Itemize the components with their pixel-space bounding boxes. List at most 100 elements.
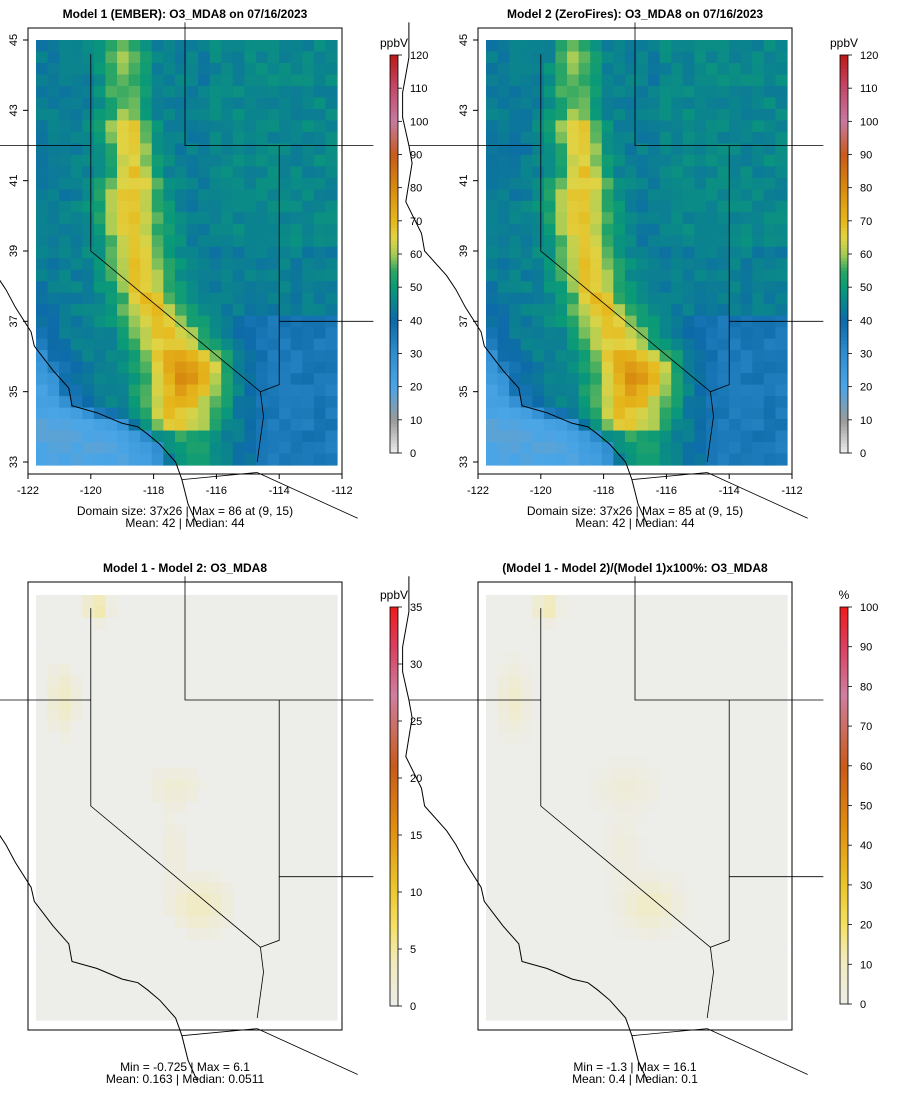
border-or-id — [634, 576, 824, 701]
heatmap-cell — [174, 361, 188, 374]
heatmap-cell — [93, 453, 107, 466]
heatmap-cell — [497, 373, 510, 386]
heatmap-cell — [221, 327, 234, 340]
heatmap-cell — [290, 430, 303, 443]
colorbar-step — [390, 823, 398, 827]
heatmap-cell — [694, 430, 707, 443]
heatmap-cell — [93, 767, 107, 780]
heatmap-cell — [717, 453, 730, 466]
heatmap-cell — [740, 40, 753, 53]
heatmap-cell — [128, 859, 141, 872]
heatmap-cell — [601, 62, 614, 76]
heatmap-cell — [590, 304, 603, 317]
heatmap-cell — [93, 732, 107, 745]
heatmap-cell — [47, 384, 60, 397]
heatmap-cell — [752, 652, 765, 665]
heatmap-cell — [209, 51, 222, 64]
heatmap-cell — [209, 847, 222, 860]
heatmap-cell — [601, 893, 614, 906]
heatmap-cell — [36, 836, 49, 849]
heatmap-cell — [648, 663, 661, 677]
heatmap-cell — [659, 373, 672, 386]
heatmap-cell — [59, 258, 72, 271]
heatmap-cell — [117, 235, 130, 248]
heatmap-cell — [209, 97, 222, 110]
heatmap-cell — [509, 200, 522, 213]
heatmap-cell — [279, 985, 292, 998]
heatmap-cell — [325, 131, 338, 144]
heatmap-cell — [752, 790, 765, 803]
heatmap-cell — [555, 640, 568, 654]
colorbar-step — [840, 58, 848, 63]
heatmap-cell — [555, 893, 568, 906]
heatmap-cell — [520, 629, 533, 642]
heatmap-cell — [163, 85, 176, 99]
heatmap-cell — [313, 974, 327, 987]
heatmap-cell — [105, 361, 118, 374]
heatmap-cell — [729, 767, 742, 780]
heatmap-cell — [636, 315, 649, 328]
heatmap-cell — [302, 246, 315, 259]
heatmap-cell — [93, 847, 107, 860]
heatmap-cell — [290, 744, 303, 757]
heatmap-cell — [775, 85, 788, 99]
heatmap-cell — [151, 790, 164, 803]
heatmap-cell — [174, 755, 188, 768]
heatmap-cell — [36, 396, 49, 409]
heatmap-cell — [232, 847, 245, 860]
heatmap-cell — [302, 223, 315, 236]
heatmap-cell — [740, 292, 753, 305]
heatmap-cell — [682, 177, 695, 190]
heatmap-cell — [705, 698, 719, 711]
heatmap-cell — [740, 200, 753, 213]
heatmap-cell — [555, 801, 568, 814]
heatmap-cell — [244, 74, 257, 87]
heatmap-cell — [302, 269, 315, 282]
colorbar-step — [390, 131, 398, 136]
heatmap-cell — [567, 847, 580, 860]
heatmap-cell — [555, 997, 568, 1010]
heatmap-cell — [613, 928, 626, 941]
heatmap-cell — [613, 595, 626, 608]
heatmap-cell — [659, 212, 672, 225]
colorbar-step — [390, 836, 398, 841]
colorbar-step — [840, 376, 848, 381]
heatmap-cell — [578, 755, 591, 768]
heatmap-cell — [140, 767, 153, 780]
heatmap-cell — [497, 778, 510, 791]
heatmap-cell — [267, 1008, 280, 1021]
heatmap-cell — [151, 407, 164, 420]
heatmap-cell — [624, 200, 638, 213]
heatmap-cell — [151, 606, 164, 619]
heatmap-cell — [290, 108, 303, 122]
heatmap-cell — [59, 916, 72, 929]
heatmap-cell — [117, 617, 130, 631]
heatmap-cell — [209, 373, 222, 386]
heatmap-cell — [302, 373, 315, 386]
heatmap-cell — [613, 108, 626, 122]
heatmap-cell — [752, 698, 765, 711]
heatmap-cell — [763, 304, 777, 317]
heatmap-cell — [82, 663, 95, 677]
heatmap-cell — [93, 131, 107, 144]
heatmap-cell — [486, 778, 499, 791]
heatmap-cell — [509, 744, 522, 757]
heatmap-cell — [163, 430, 176, 443]
heatmap-cell — [705, 384, 719, 397]
heatmap-cell — [752, 859, 765, 872]
heatmap-cell — [659, 893, 672, 906]
heatmap-cell — [624, 778, 638, 791]
heatmap-cell — [279, 246, 292, 259]
heatmap-cell — [198, 407, 211, 420]
heatmap-cell — [590, 223, 603, 236]
heatmap-cell — [682, 744, 695, 757]
heatmap-cell — [567, 813, 580, 826]
heatmap-cell — [543, 893, 557, 906]
colorbar-step — [390, 220, 398, 225]
colorbar-step — [390, 234, 398, 238]
heatmap-cell — [532, 870, 545, 883]
colorbar-step — [840, 755, 848, 760]
heatmap-cell — [290, 939, 303, 952]
heatmap-cell — [82, 338, 95, 351]
heatmap-cell — [244, 916, 257, 929]
